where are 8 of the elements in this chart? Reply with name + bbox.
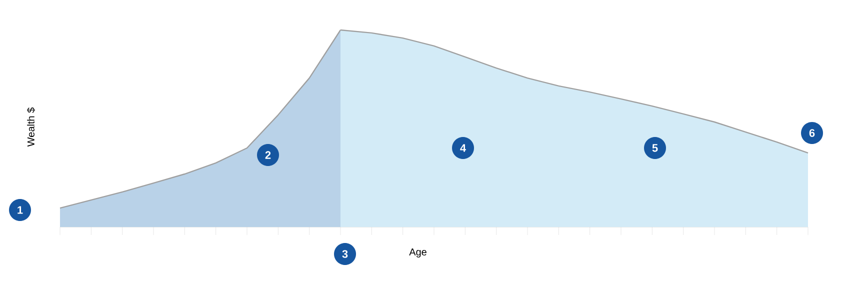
annotation: 5 (652, 144, 658, 152)
text: 1 (18, 206, 23, 214)
y-axis-title: Wealth $ (26, 108, 36, 147)
x-axis-title: Age (409, 248, 426, 258)
annotation: 4 (460, 144, 466, 152)
text: 6 (809, 129, 815, 137)
text: 3 (342, 250, 348, 258)
annotation: 2 (265, 151, 271, 159)
